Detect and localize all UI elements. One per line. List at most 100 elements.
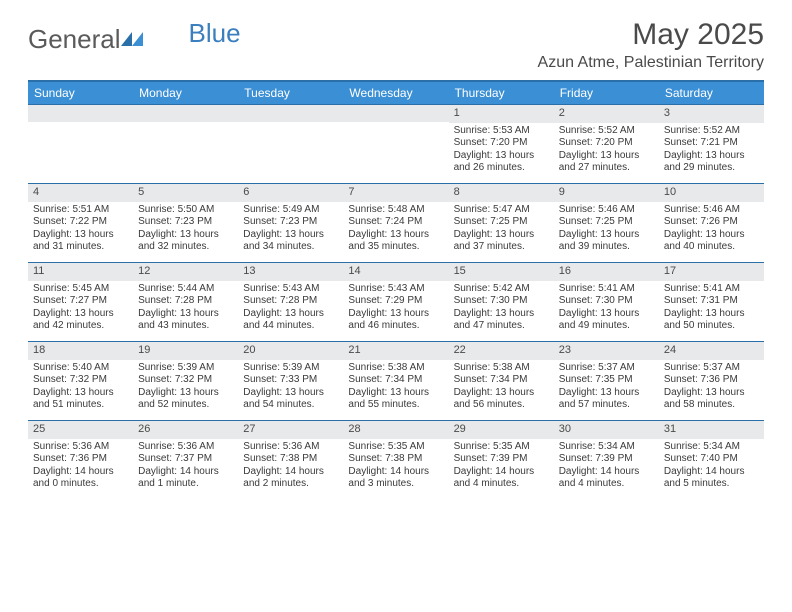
sunset-text: Sunset: 7:29 PM bbox=[348, 295, 443, 308]
sunset-text: Sunset: 7:38 PM bbox=[348, 453, 443, 466]
sunset-text: Sunset: 7:40 PM bbox=[664, 453, 759, 466]
week-row: 25Sunrise: 5:36 AMSunset: 7:36 PMDayligh… bbox=[28, 420, 764, 499]
header: General Blue May 2025 Azun Atme, Palesti… bbox=[28, 18, 764, 72]
daylight-text: Daylight: 14 hours and 2 minutes. bbox=[243, 466, 338, 491]
day-number: 19 bbox=[133, 342, 238, 360]
daylight-text: Daylight: 13 hours and 31 minutes. bbox=[33, 229, 128, 254]
sunrise-text: Sunrise: 5:36 AM bbox=[138, 441, 233, 454]
day-cell: 15Sunrise: 5:42 AMSunset: 7:30 PMDayligh… bbox=[449, 263, 554, 341]
day-cell bbox=[343, 105, 448, 183]
day-number: 12 bbox=[133, 263, 238, 281]
daylight-text: Daylight: 13 hours and 42 minutes. bbox=[33, 308, 128, 333]
logo: General Blue bbox=[28, 18, 241, 55]
sunrise-text: Sunrise: 5:34 AM bbox=[664, 441, 759, 454]
sunrise-text: Sunrise: 5:51 AM bbox=[33, 204, 128, 217]
sunset-text: Sunset: 7:36 PM bbox=[664, 374, 759, 387]
day-number bbox=[133, 105, 238, 122]
day-body: Sunrise: 5:46 AMSunset: 7:26 PMDaylight:… bbox=[659, 202, 764, 258]
sunrise-text: Sunrise: 5:34 AM bbox=[559, 441, 654, 454]
day-cell: 25Sunrise: 5:36 AMSunset: 7:36 PMDayligh… bbox=[28, 421, 133, 499]
day-number: 20 bbox=[238, 342, 343, 360]
daylight-text: Daylight: 13 hours and 46 minutes. bbox=[348, 308, 443, 333]
day-body: Sunrise: 5:52 AMSunset: 7:20 PMDaylight:… bbox=[554, 123, 659, 179]
daylight-text: Daylight: 13 hours and 50 minutes. bbox=[664, 308, 759, 333]
daylight-text: Daylight: 13 hours and 26 minutes. bbox=[454, 150, 549, 175]
day-cell: 8Sunrise: 5:47 AMSunset: 7:25 PMDaylight… bbox=[449, 184, 554, 262]
sunset-text: Sunset: 7:20 PM bbox=[559, 137, 654, 150]
weekday-header: SundayMondayTuesdayWednesdayThursdayFrid… bbox=[28, 82, 764, 104]
day-cell: 22Sunrise: 5:38 AMSunset: 7:34 PMDayligh… bbox=[449, 342, 554, 420]
day-number: 6 bbox=[238, 184, 343, 202]
day-body: Sunrise: 5:50 AMSunset: 7:23 PMDaylight:… bbox=[133, 202, 238, 258]
day-number: 10 bbox=[659, 184, 764, 202]
day-number: 11 bbox=[28, 263, 133, 281]
day-cell: 18Sunrise: 5:40 AMSunset: 7:32 PMDayligh… bbox=[28, 342, 133, 420]
day-cell: 30Sunrise: 5:34 AMSunset: 7:39 PMDayligh… bbox=[554, 421, 659, 499]
day-number: 24 bbox=[659, 342, 764, 360]
day-number: 2 bbox=[554, 105, 659, 123]
sunrise-text: Sunrise: 5:49 AM bbox=[243, 204, 338, 217]
daylight-text: Daylight: 13 hours and 35 minutes. bbox=[348, 229, 443, 254]
sunrise-text: Sunrise: 5:50 AM bbox=[138, 204, 233, 217]
day-body: Sunrise: 5:36 AMSunset: 7:36 PMDaylight:… bbox=[28, 439, 133, 495]
day-number: 28 bbox=[343, 421, 448, 439]
sunset-text: Sunset: 7:35 PM bbox=[559, 374, 654, 387]
sunrise-text: Sunrise: 5:44 AM bbox=[138, 283, 233, 296]
daylight-text: Daylight: 13 hours and 47 minutes. bbox=[454, 308, 549, 333]
daylight-text: Daylight: 14 hours and 4 minutes. bbox=[454, 466, 549, 491]
month-title: May 2025 bbox=[538, 18, 764, 52]
day-cell: 31Sunrise: 5:34 AMSunset: 7:40 PMDayligh… bbox=[659, 421, 764, 499]
sunset-text: Sunset: 7:27 PM bbox=[33, 295, 128, 308]
sunrise-text: Sunrise: 5:53 AM bbox=[454, 125, 549, 138]
day-number: 18 bbox=[28, 342, 133, 360]
daylight-text: Daylight: 13 hours and 52 minutes. bbox=[138, 387, 233, 412]
day-body: Sunrise: 5:43 AMSunset: 7:29 PMDaylight:… bbox=[343, 281, 448, 337]
sunset-text: Sunset: 7:21 PM bbox=[664, 137, 759, 150]
sunrise-text: Sunrise: 5:41 AM bbox=[664, 283, 759, 296]
daylight-text: Daylight: 13 hours and 29 minutes. bbox=[664, 150, 759, 175]
day-number: 8 bbox=[449, 184, 554, 202]
sunset-text: Sunset: 7:28 PM bbox=[243, 295, 338, 308]
day-number: 29 bbox=[449, 421, 554, 439]
day-cell: 21Sunrise: 5:38 AMSunset: 7:34 PMDayligh… bbox=[343, 342, 448, 420]
day-cell: 12Sunrise: 5:44 AMSunset: 7:28 PMDayligh… bbox=[133, 263, 238, 341]
daylight-text: Daylight: 14 hours and 0 minutes. bbox=[33, 466, 128, 491]
day-cell: 23Sunrise: 5:37 AMSunset: 7:35 PMDayligh… bbox=[554, 342, 659, 420]
sunrise-text: Sunrise: 5:48 AM bbox=[348, 204, 443, 217]
day-body: Sunrise: 5:36 AMSunset: 7:37 PMDaylight:… bbox=[133, 439, 238, 495]
daylight-text: Daylight: 13 hours and 39 minutes. bbox=[559, 229, 654, 254]
day-number: 27 bbox=[238, 421, 343, 439]
week-row: 11Sunrise: 5:45 AMSunset: 7:27 PMDayligh… bbox=[28, 262, 764, 341]
day-cell: 7Sunrise: 5:48 AMSunset: 7:24 PMDaylight… bbox=[343, 184, 448, 262]
day-body: Sunrise: 5:44 AMSunset: 7:28 PMDaylight:… bbox=[133, 281, 238, 337]
daylight-text: Daylight: 13 hours and 49 minutes. bbox=[559, 308, 654, 333]
logo-text-2: Blue bbox=[189, 18, 241, 49]
day-body: Sunrise: 5:37 AMSunset: 7:35 PMDaylight:… bbox=[554, 360, 659, 416]
calendar-page: General Blue May 2025 Azun Atme, Palesti… bbox=[0, 0, 792, 509]
day-body: Sunrise: 5:41 AMSunset: 7:31 PMDaylight:… bbox=[659, 281, 764, 337]
day-cell: 14Sunrise: 5:43 AMSunset: 7:29 PMDayligh… bbox=[343, 263, 448, 341]
day-cell: 13Sunrise: 5:43 AMSunset: 7:28 PMDayligh… bbox=[238, 263, 343, 341]
day-cell bbox=[28, 105, 133, 183]
day-body: Sunrise: 5:48 AMSunset: 7:24 PMDaylight:… bbox=[343, 202, 448, 258]
day-body: Sunrise: 5:47 AMSunset: 7:25 PMDaylight:… bbox=[449, 202, 554, 258]
sunrise-text: Sunrise: 5:39 AM bbox=[138, 362, 233, 375]
day-body: Sunrise: 5:34 AMSunset: 7:40 PMDaylight:… bbox=[659, 439, 764, 495]
weekday-label: Thursday bbox=[449, 82, 554, 104]
sunset-text: Sunset: 7:32 PM bbox=[138, 374, 233, 387]
weeks-container: 1Sunrise: 5:53 AMSunset: 7:20 PMDaylight… bbox=[28, 104, 764, 499]
day-cell: 17Sunrise: 5:41 AMSunset: 7:31 PMDayligh… bbox=[659, 263, 764, 341]
daylight-text: Daylight: 14 hours and 5 minutes. bbox=[664, 466, 759, 491]
day-body: Sunrise: 5:41 AMSunset: 7:30 PMDaylight:… bbox=[554, 281, 659, 337]
sunset-text: Sunset: 7:25 PM bbox=[454, 216, 549, 229]
sunrise-text: Sunrise: 5:36 AM bbox=[33, 441, 128, 454]
sunrise-text: Sunrise: 5:38 AM bbox=[348, 362, 443, 375]
sunset-text: Sunset: 7:34 PM bbox=[454, 374, 549, 387]
day-number: 4 bbox=[28, 184, 133, 202]
day-body: Sunrise: 5:37 AMSunset: 7:36 PMDaylight:… bbox=[659, 360, 764, 416]
day-cell bbox=[133, 105, 238, 183]
day-body: Sunrise: 5:38 AMSunset: 7:34 PMDaylight:… bbox=[343, 360, 448, 416]
sunrise-text: Sunrise: 5:36 AM bbox=[243, 441, 338, 454]
day-cell: 2Sunrise: 5:52 AMSunset: 7:20 PMDaylight… bbox=[554, 105, 659, 183]
weekday-label: Friday bbox=[554, 82, 659, 104]
